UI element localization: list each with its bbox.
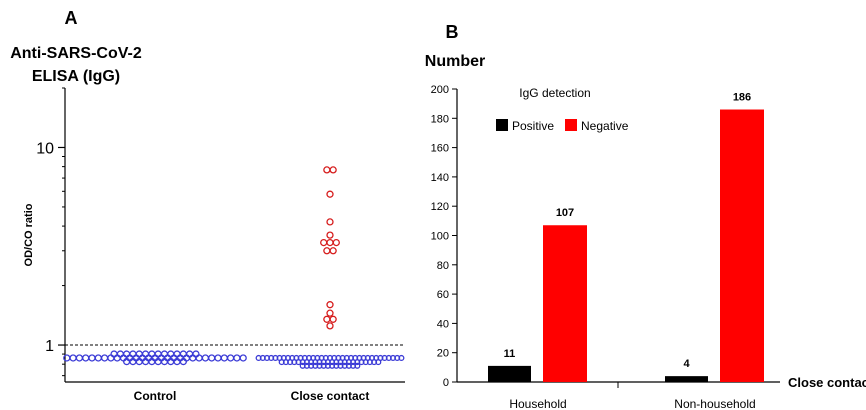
panel-a-letter: A — [65, 8, 78, 28]
data-point — [354, 362, 361, 369]
data-point — [326, 218, 334, 226]
data-point — [226, 354, 235, 362]
panel-b-tick-label: 80 — [437, 260, 449, 272]
data-point — [239, 354, 247, 362]
data-point — [326, 190, 334, 198]
panel-b-x-axis-label: Close contact — [788, 375, 866, 390]
panel-b-letter: B — [446, 22, 459, 42]
panel-b-tick-label: 40 — [437, 318, 449, 330]
data-point — [75, 354, 84, 362]
data-point — [100, 354, 109, 362]
panel-b-category-label: Non-household — [674, 397, 755, 410]
panel-b-category-label: Household — [509, 397, 566, 410]
panel-b-tick-label: 100 — [431, 231, 449, 243]
panel-a-category-label: Control — [134, 389, 177, 403]
panel-b-tick-label: 60 — [437, 289, 449, 301]
bar-data-label: 186 — [733, 92, 751, 104]
bar-data-label: 4 — [683, 358, 690, 370]
legend-swatch-positive — [496, 119, 508, 131]
panel-a-title-line1: Anti-SARS-CoV-2 — [10, 45, 142, 62]
data-point — [329, 166, 337, 174]
bar-data-label: 11 — [504, 348, 516, 360]
panel-b-tick-label: 140 — [431, 172, 449, 184]
panel-b-tick-label: 160 — [431, 143, 449, 155]
bar-data-label: 107 — [556, 207, 574, 219]
data-point — [332, 238, 340, 247]
panel-a-category-labels: Control Close contact — [134, 389, 370, 403]
data-point — [88, 354, 96, 362]
data-point — [323, 247, 331, 255]
panel-a-tick-label: 10 — [36, 140, 54, 157]
bar-positive — [665, 376, 708, 382]
bar-negative — [543, 225, 587, 382]
data-point — [326, 231, 334, 239]
panel-b-y-axis-label: Number — [425, 53, 485, 70]
legend-label-positive: Positive — [512, 119, 554, 133]
data-point — [326, 322, 334, 330]
panel-b-tick-label: 20 — [437, 348, 449, 360]
panel-b-legend: IgG detection Positive Negative — [496, 86, 629, 133]
data-point — [323, 166, 331, 174]
panel-a-points — [63, 166, 405, 369]
panel-b-tick-label: 120 — [431, 201, 449, 213]
data-point — [192, 350, 200, 358]
data-point — [320, 238, 328, 247]
data-point — [326, 238, 334, 247]
panel-a-axes: 1 10 — [36, 87, 405, 383]
data-point — [398, 354, 405, 362]
legend-swatch-negative — [565, 119, 577, 131]
panel-b-tick-label: 180 — [431, 113, 449, 125]
data-point — [208, 354, 216, 362]
data-point — [69, 354, 77, 362]
data-point — [329, 315, 337, 323]
data-point — [220, 354, 228, 362]
legend-title: IgG detection — [519, 86, 590, 100]
data-point — [201, 354, 210, 362]
panel-b-tick-label: 0 — [443, 377, 449, 389]
data-point — [326, 301, 334, 309]
panel-a-tick-label: 1 — [45, 338, 54, 355]
bar-positive — [488, 365, 531, 382]
panel-b-tick-label: 200 — [431, 84, 449, 96]
panel-b-bars: 11 107 Household 4 186 Non-household — [488, 92, 764, 410]
bar-negative — [720, 109, 764, 382]
panel-a-category-label: Close contact — [291, 389, 370, 403]
data-point — [82, 354, 90, 362]
panel-a-y-axis-label: OD/CO ratio — [23, 203, 35, 266]
data-point — [94, 354, 102, 362]
panel-a-title-line2: ELISA (IgG) — [32, 68, 120, 85]
data-point — [375, 359, 382, 366]
data-point — [326, 309, 334, 317]
data-point — [179, 357, 188, 366]
data-point — [214, 354, 222, 362]
data-point — [329, 247, 337, 255]
data-point — [233, 354, 241, 362]
data-point — [323, 315, 331, 323]
legend-label-negative: Negative — [581, 119, 629, 133]
